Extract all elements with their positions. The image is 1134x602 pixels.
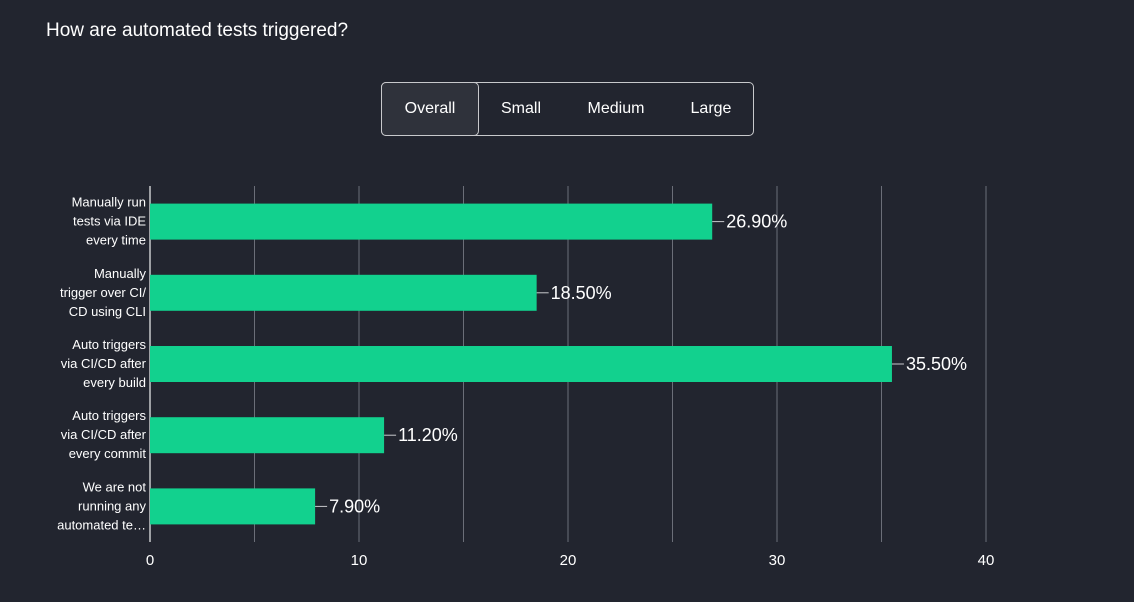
x-tick-label: 10 — [351, 552, 368, 569]
bar — [150, 488, 316, 525]
category-label-line: Auto triggers — [72, 408, 146, 423]
tab-overall[interactable]: Overall — [381, 82, 479, 136]
category-label-line: via CI/CD after — [61, 427, 147, 442]
category-label-line: We are not — [83, 479, 147, 494]
category-label-line: every commit — [69, 446, 147, 461]
x-tick-label: 20 — [560, 552, 577, 569]
x-tick-label: 30 — [769, 552, 786, 569]
category-label-line: every build — [83, 375, 146, 390]
x-tick-label: 40 — [978, 552, 995, 569]
data-label: 7.90% — [329, 496, 380, 516]
category-label-line: Manually — [94, 266, 147, 281]
bar — [150, 417, 385, 454]
data-label: 26.90% — [726, 212, 787, 232]
category-label: Manually run tests via IDE every time — [72, 195, 147, 248]
tab-medium[interactable]: Medium — [563, 83, 669, 135]
category-label-line: Manually run — [72, 195, 146, 210]
tab-small[interactable]: Small — [479, 83, 563, 135]
category-label-line: Auto triggers — [72, 337, 146, 352]
category-label: Manually trigger over CI/CD using CLI — [60, 266, 146, 319]
bar — [150, 346, 892, 382]
segment-control: Overall Small Medium Large — [381, 82, 754, 136]
data-label: 18.50% — [551, 283, 612, 303]
bar — [150, 274, 537, 311]
category-label-line: trigger over CI/ — [60, 285, 146, 300]
chart-title: How are automated tests triggered? — [46, 20, 349, 41]
category-label-line: running any — [78, 498, 146, 513]
category-label-line: automated te… — [57, 517, 146, 532]
category-label-line: via CI/CD after — [61, 356, 147, 371]
tab-large[interactable]: Large — [669, 83, 753, 135]
data-label: 35.50% — [906, 354, 967, 374]
category-label: Auto triggers via CI/CD after every build — [61, 337, 147, 390]
category-label: Auto triggers via CI/CD after every commit — [61, 408, 147, 461]
bar — [150, 203, 713, 240]
category-label-line: tests via IDE — [73, 214, 146, 229]
category-label: We are not running any automated te… — [57, 479, 146, 532]
x-tick-label: 0 — [146, 552, 154, 569]
category-label-line: CD using CLI — [69, 304, 146, 319]
data-label: 11.20% — [398, 425, 458, 445]
category-label-line: every time — [86, 233, 146, 248]
